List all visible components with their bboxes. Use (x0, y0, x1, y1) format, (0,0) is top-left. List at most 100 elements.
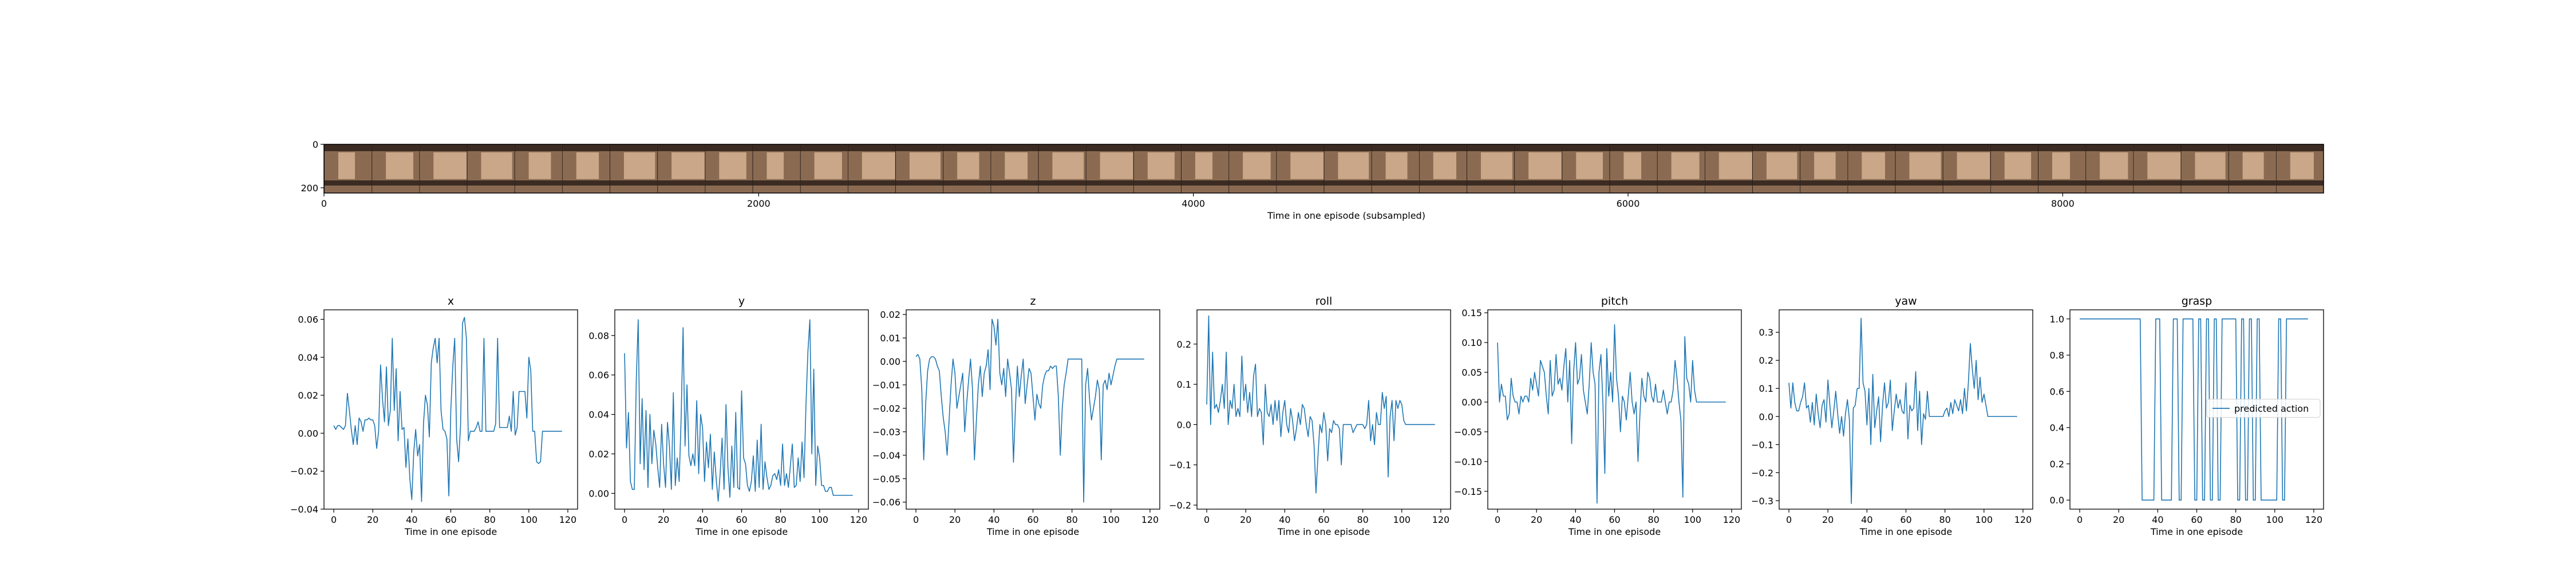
xtick-label: 60 (445, 514, 456, 525)
frame-thumbnail (1990, 144, 2038, 193)
frame-thumbnail-top-band (2275, 144, 2324, 151)
ytick-label: 0.1 (1759, 383, 1773, 394)
frame-thumbnail-bottom-band (467, 180, 515, 186)
frame-thumbnail-highlight (2052, 152, 2071, 179)
xtick-label: 120 (1141, 514, 1159, 525)
frame-thumbnail-highlight (386, 152, 413, 179)
subplot-title: pitch (1601, 295, 1628, 308)
frame-thumbnail-bottom-band (2180, 180, 2229, 186)
frame-thumbnail-top-band (372, 144, 420, 151)
frame-thumbnail-bottom-band (847, 180, 895, 186)
ytick-label: −0.02 (872, 403, 900, 414)
subplot-pitch: pitch 0 20 40 60 80 100 120 −0.15 −0.10 −0.05 0.00 0… (1454, 295, 1742, 537)
frame-thumbnail-top-band (1419, 144, 1467, 151)
series-line-roll (1206, 315, 1435, 494)
frame-thumbnail-top-band (895, 144, 943, 151)
frame-thumbnail-top-band (1609, 144, 1657, 151)
frame-thumbnail-bottom-band (1085, 180, 1133, 186)
xtick-label: 60 (2191, 514, 2202, 525)
ytick-label: 0.06 (298, 314, 318, 325)
subplot-title: grasp (2182, 295, 2212, 308)
xtick-label: 100 (811, 514, 829, 525)
frame-thumbnail (1942, 144, 1990, 193)
legend-box (2206, 399, 2321, 418)
frame-thumbnail (1276, 144, 1324, 193)
xtick-label: 20 (1822, 514, 1834, 525)
frame-thumbnail (324, 144, 372, 193)
frame-thumbnail-bottom-band (1133, 180, 1181, 186)
xtick-label: 80 (1939, 514, 1950, 525)
ytick-label: −0.10 (1454, 456, 1482, 467)
xtick-label: 80 (775, 514, 786, 525)
frame-thumbnail-highlight (1718, 152, 1752, 179)
frame-thumbnail-highlight (1862, 152, 1885, 179)
ytick-label: 0.00 (298, 428, 318, 439)
frame-thumbnail (562, 144, 610, 193)
ytick-label: 0.2 (1759, 355, 1773, 366)
ytick-label: 0.04 (588, 409, 609, 420)
xtick-label: 0 (622, 514, 627, 525)
frame-thumbnail-top-band (1181, 144, 1229, 151)
frame-thumbnail (1085, 144, 1133, 193)
frame-thumbnail-bottom-band (1562, 180, 1610, 186)
legend-label: predicted action (2234, 403, 2309, 414)
ytick-label: 0.4 (2050, 423, 2064, 434)
ytick-label: 0.0 (1759, 411, 1773, 422)
frame-thumbnail-highlight (719, 152, 746, 179)
frame-thumbnail-highlight (957, 152, 979, 179)
xtick-label: 60 (736, 514, 747, 525)
frame-thumbnail (1657, 144, 1705, 193)
frame-thumbnail-highlight (1480, 152, 1512, 179)
xtick-label: 0 (1495, 514, 1500, 525)
ytick-label: 0.02 (298, 390, 318, 401)
frame-thumbnail-highlight (433, 152, 467, 179)
frame-thumbnail (2228, 144, 2276, 193)
subplot-xlabel: Time in one episode (1859, 526, 1952, 537)
frame-thumbnail (1228, 144, 1277, 193)
xtick-label: 20 (658, 514, 669, 525)
ytick-label: 0.06 (588, 370, 609, 381)
frame-thumbnail-highlight (623, 152, 655, 179)
ytick-label: −0.1 (1751, 439, 1773, 450)
frame-thumbnail (514, 144, 562, 193)
frame-thumbnail-bottom-band (372, 180, 420, 186)
frame-thumbnail-bottom-band (1371, 180, 1419, 186)
frame-thumbnail (847, 144, 895, 193)
frame-thumbnail-top-band (1847, 144, 1895, 151)
xtick-label: 60 (1609, 514, 1620, 525)
frame-thumbnail (1514, 144, 1562, 193)
ytick-label: 0.01 (880, 333, 900, 344)
frame-thumbnail-top-band (562, 144, 610, 151)
ytick-label: 0.10 (1461, 337, 1482, 348)
frame-thumbnail (2180, 144, 2229, 193)
frame-thumbnail-bottom-band (2038, 180, 2086, 186)
ytick-label: −0.15 (1454, 486, 1482, 497)
frame-thumbnail-top-band (1895, 144, 1943, 151)
legend: predicted action (2206, 399, 2321, 418)
subplot-xlabel: Time in one episode (1277, 526, 1370, 537)
frame-thumbnail (2133, 144, 2181, 193)
frame-thumbnail-top-band (1371, 144, 1419, 151)
frame-thumbnail-highlight (1433, 152, 1457, 179)
subplot-xlabel: Time in one episode (986, 526, 1079, 537)
frame-thumbnail-bottom-band (1467, 180, 1515, 186)
xtick-label: 120 (1723, 514, 1741, 525)
ytick-label: 0.04 (298, 352, 318, 363)
frame-thumbnail-highlight (671, 152, 705, 179)
series-line-pitch (1497, 324, 1726, 504)
ytick-label: 0.6 (2050, 386, 2064, 397)
frame-thumbnail-bottom-band (1704, 180, 1752, 186)
ytick-label: −0.03 (872, 427, 900, 438)
frame-thumbnail (1467, 144, 1515, 193)
ytick-label: 0.3 (1759, 327, 1773, 338)
frame-thumbnail-top-band (990, 144, 1038, 151)
frame-thumbnail-highlight (862, 152, 895, 179)
frame-thumbnail-top-band (2038, 144, 2086, 151)
ytick-label: −0.05 (1454, 427, 1482, 438)
xtick-label: 80 (1357, 514, 1368, 525)
xtick-label: 80 (2230, 514, 2241, 525)
